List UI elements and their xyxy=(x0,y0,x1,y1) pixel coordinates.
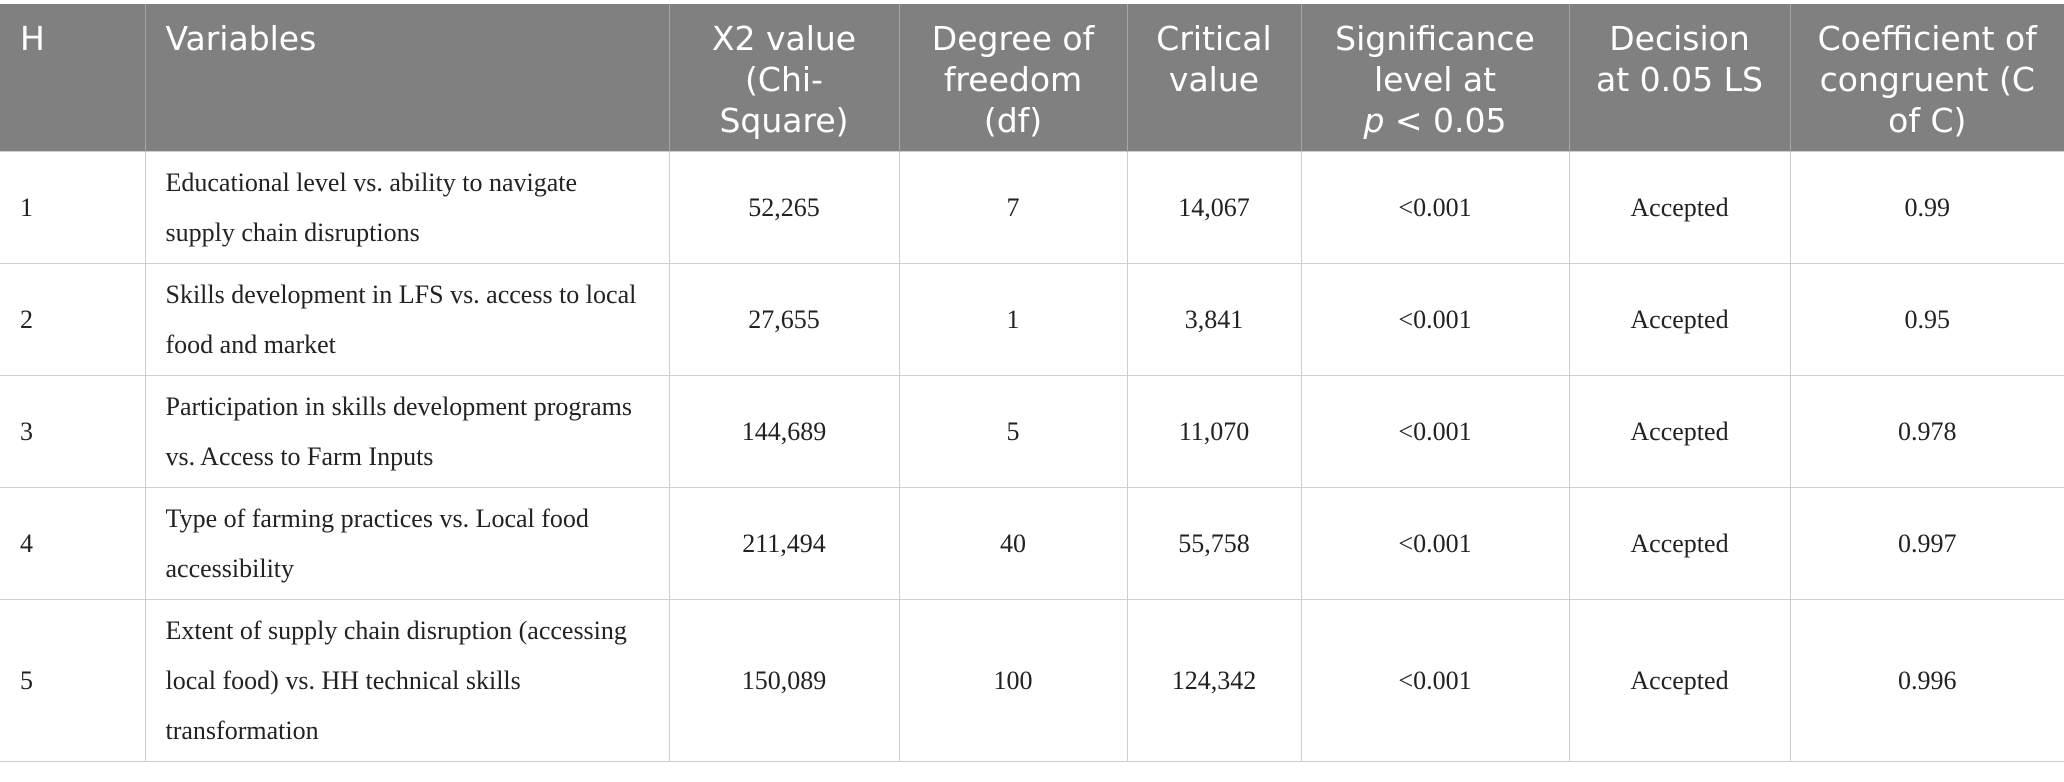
cell: 1 xyxy=(898,263,1128,376)
variables-cell: Extent of supply chain disruption (acces… xyxy=(144,599,670,762)
cell: 211,494 xyxy=(668,487,900,600)
cell: 0.997 xyxy=(1789,487,2064,600)
cell: Accepted xyxy=(1568,151,1791,264)
table-row: 5 Extent of supply chain disruption (acce… xyxy=(0,599,2064,762)
cell: 124,342 xyxy=(1126,599,1302,762)
cell: 5 xyxy=(898,375,1128,488)
results-table: H Variables X2 value (Chi-Square) Degree of… xyxy=(0,4,2064,762)
cell: 52,265 xyxy=(668,151,900,264)
header-cell: H xyxy=(0,4,145,152)
table-row: 4 Type of farming practices vs. Local foo… xyxy=(0,487,2064,600)
header-text-part: Significance level at xyxy=(1335,19,1535,99)
variables-cell: Skills development in LFS vs. access to … xyxy=(144,263,670,376)
cell: <0.001 xyxy=(1300,375,1570,488)
cell: 100 xyxy=(898,599,1128,762)
cell: 150,089 xyxy=(668,599,900,762)
cell: Accepted xyxy=(1568,599,1791,762)
cell: 27,655 xyxy=(668,263,900,376)
cell: 0.996 xyxy=(1789,599,2064,762)
header-text-part: p xyxy=(1363,101,1385,140)
header-cell: Coefficient of congruent (C of C) xyxy=(1789,4,2064,152)
table-row: 1 Educational level vs. ability to naviga… xyxy=(0,151,2064,264)
header-cell: Decision at 0.05 LS xyxy=(1568,4,1790,152)
variables-cell: Educational level vs. ability to navigat… xyxy=(144,151,670,264)
cell: 3 xyxy=(0,375,146,488)
cell: 40 xyxy=(898,487,1128,600)
cell: 14,067 xyxy=(1126,151,1302,264)
cell: <0.001 xyxy=(1300,151,1570,264)
header-cell: Critical value xyxy=(1126,4,1301,152)
variables-cell: Type of farming practices vs. Local food… xyxy=(144,487,670,600)
cell: Accepted xyxy=(1568,263,1791,376)
cell: 144,689 xyxy=(668,375,900,488)
cell: Accepted xyxy=(1568,375,1791,488)
header-text-part: < 0.05 xyxy=(1394,101,1507,140)
cell: 55,758 xyxy=(1126,487,1302,600)
cell: 0.95 xyxy=(1789,263,2064,376)
cell: <0.001 xyxy=(1300,599,1570,762)
cell: 7 xyxy=(898,151,1128,264)
header-cell: X2 value (Chi-Square) xyxy=(668,4,899,152)
table-body: 1 Educational level vs. ability to naviga… xyxy=(0,151,2064,762)
table-row: 3 Participation in skills development pro… xyxy=(0,375,2064,488)
cell: Accepted xyxy=(1568,487,1791,600)
cell: 0.978 xyxy=(1789,375,2064,488)
variables-cell: Participation in skills development prog… xyxy=(144,375,670,488)
header-cell: Significance level at p < 0.05 xyxy=(1300,4,1569,152)
cell: 1 xyxy=(0,151,146,264)
cell: 5 xyxy=(0,599,146,762)
header-cell: Variables xyxy=(144,4,669,152)
table-row: 2 Skills development in LFS vs. access to… xyxy=(0,263,2064,376)
cell: 11,070 xyxy=(1126,375,1302,488)
cell: 2 xyxy=(0,263,146,376)
header-row: H Variables X2 value (Chi-Square) Degree of… xyxy=(0,4,2064,152)
cell: 3,841 xyxy=(1126,263,1302,376)
cell: <0.001 xyxy=(1300,263,1570,376)
header-cell: Degree of freedom (df) xyxy=(898,4,1127,152)
cell: 0.99 xyxy=(1789,151,2064,264)
cell: <0.001 xyxy=(1300,487,1570,600)
cell: 4 xyxy=(0,487,146,600)
